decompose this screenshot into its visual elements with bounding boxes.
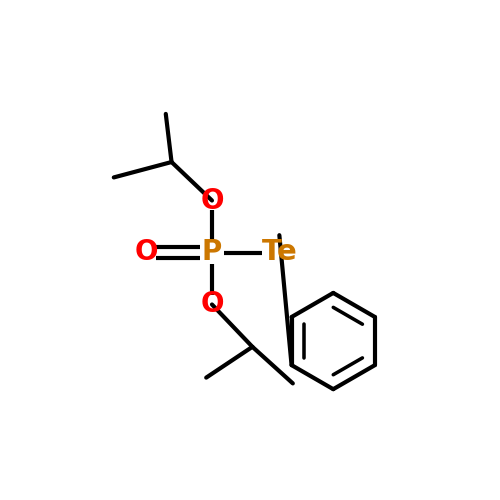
Text: O: O bbox=[200, 290, 224, 318]
Text: O: O bbox=[200, 186, 224, 214]
Text: O: O bbox=[135, 238, 158, 266]
Text: Te: Te bbox=[262, 238, 297, 266]
Text: P: P bbox=[202, 238, 222, 266]
